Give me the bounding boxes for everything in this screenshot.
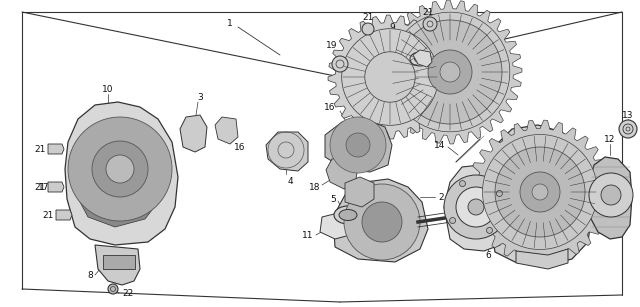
Circle shape: [344, 184, 420, 260]
Polygon shape: [65, 102, 178, 245]
Circle shape: [92, 141, 148, 197]
Polygon shape: [590, 157, 632, 239]
Text: 21: 21: [422, 7, 434, 17]
Ellipse shape: [334, 206, 362, 224]
Text: 21: 21: [42, 211, 54, 220]
Polygon shape: [333, 179, 428, 262]
Polygon shape: [325, 119, 392, 172]
Circle shape: [440, 62, 460, 82]
Text: 8: 8: [87, 270, 93, 279]
Text: 16: 16: [324, 103, 336, 111]
Circle shape: [398, 20, 502, 124]
Text: 16: 16: [234, 142, 246, 151]
Circle shape: [68, 117, 172, 221]
Text: 21: 21: [362, 13, 374, 21]
Circle shape: [497, 191, 502, 196]
Circle shape: [428, 50, 472, 94]
Polygon shape: [215, 117, 238, 144]
Text: 12: 12: [604, 134, 616, 143]
Ellipse shape: [339, 209, 357, 220]
Circle shape: [520, 172, 560, 212]
Text: 18: 18: [308, 182, 320, 192]
Polygon shape: [180, 115, 207, 152]
Circle shape: [444, 175, 508, 239]
Text: 21: 21: [35, 145, 45, 154]
Circle shape: [419, 41, 481, 103]
Circle shape: [460, 181, 465, 187]
Text: 9: 9: [389, 22, 395, 32]
Circle shape: [483, 134, 598, 250]
Circle shape: [332, 56, 348, 72]
Text: 14: 14: [434, 141, 445, 150]
Circle shape: [450, 217, 456, 223]
Circle shape: [108, 284, 118, 294]
Circle shape: [619, 120, 637, 138]
Text: 1: 1: [227, 18, 233, 28]
Circle shape: [589, 173, 633, 217]
Circle shape: [365, 52, 415, 102]
Text: 21: 21: [35, 182, 45, 192]
Circle shape: [510, 162, 570, 222]
Polygon shape: [56, 210, 72, 220]
Text: 2: 2: [438, 192, 444, 201]
Circle shape: [346, 133, 370, 157]
Text: 11: 11: [301, 231, 313, 239]
Polygon shape: [103, 255, 135, 269]
Text: 6: 6: [485, 251, 491, 259]
Circle shape: [486, 227, 493, 233]
Polygon shape: [328, 15, 452, 139]
Polygon shape: [266, 132, 308, 171]
Circle shape: [456, 187, 496, 227]
Text: 3: 3: [197, 92, 203, 102]
Polygon shape: [488, 125, 592, 265]
Text: 5: 5: [330, 195, 336, 204]
Text: 13: 13: [622, 111, 634, 119]
Polygon shape: [48, 144, 64, 154]
Polygon shape: [413, 50, 432, 67]
Circle shape: [423, 17, 437, 31]
Circle shape: [362, 202, 402, 242]
Polygon shape: [48, 182, 64, 192]
Text: 22: 22: [122, 289, 134, 297]
Ellipse shape: [410, 52, 430, 66]
Text: 7: 7: [417, 37, 423, 46]
Polygon shape: [468, 120, 612, 264]
Circle shape: [468, 199, 484, 215]
Text: 20: 20: [378, 203, 389, 212]
Text: 4: 4: [287, 177, 293, 185]
Polygon shape: [516, 249, 568, 269]
Polygon shape: [378, 0, 522, 144]
Circle shape: [495, 147, 585, 237]
Circle shape: [601, 185, 621, 205]
Circle shape: [330, 117, 386, 173]
Polygon shape: [345, 177, 374, 207]
Text: 19: 19: [326, 41, 338, 49]
Polygon shape: [320, 213, 352, 239]
Polygon shape: [326, 157, 358, 189]
Circle shape: [390, 12, 510, 132]
Polygon shape: [75, 119, 162, 227]
Polygon shape: [444, 165, 508, 251]
Text: 15: 15: [458, 235, 470, 243]
Text: 10: 10: [102, 84, 114, 94]
Circle shape: [362, 23, 374, 35]
Polygon shape: [95, 245, 140, 285]
Circle shape: [106, 155, 134, 183]
Circle shape: [532, 184, 548, 200]
Circle shape: [342, 29, 438, 125]
Text: 17: 17: [38, 182, 50, 192]
